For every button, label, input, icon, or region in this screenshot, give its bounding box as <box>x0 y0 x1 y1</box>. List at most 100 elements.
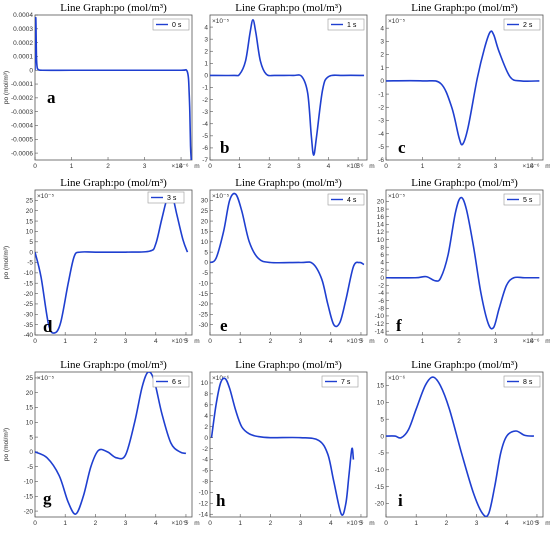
panel-title: Line Graph:po (mol/m³) <box>411 177 518 189</box>
x-tick-label: 1 <box>63 520 67 527</box>
y-tick-label: -4 <box>202 457 208 464</box>
x-tick-label: 2 <box>269 338 273 345</box>
y-tick-label: -0.0001 <box>11 81 33 88</box>
x-unit-label: m <box>194 520 199 527</box>
y-tick-label: -10 <box>24 479 34 486</box>
legend-label: 1 s <box>347 22 357 29</box>
x-unit-label: m <box>194 338 199 345</box>
x-unit-label: m <box>369 163 374 170</box>
legend-label: 5 s <box>523 197 533 204</box>
y-tick-label: -15 <box>199 291 209 298</box>
panel-title: Line Graph:po (mol/m³) <box>411 2 518 14</box>
x-tick-label: 4 <box>329 338 333 345</box>
y-tick-label: -8 <box>202 479 208 486</box>
series-line <box>386 376 534 517</box>
x-tick-label: 0 <box>33 163 37 170</box>
panel-letter: b <box>220 138 229 157</box>
x-tick-label: 0 <box>208 520 212 527</box>
legend-label: 6 s <box>172 379 182 386</box>
y-tick-label: 20 <box>377 199 385 206</box>
y-tick-label: 12 <box>377 229 385 236</box>
panel-d: Line Graph:po (mol/m³)2520151050-5-10-15… <box>3 177 200 345</box>
x-tick-label: 5 <box>356 163 360 170</box>
panel-title: Line Graph:po (mol/m³) <box>235 359 342 371</box>
series-line <box>210 19 365 156</box>
legend-box <box>327 193 365 206</box>
x-tick-label: 4 <box>530 338 534 345</box>
y-tick-label: -14 <box>199 511 209 518</box>
y-tick-label: 5 <box>29 434 33 441</box>
y-tick-label: 0 <box>204 260 208 267</box>
x-tick-label: 4 <box>505 520 509 527</box>
y-tick-label: -0.0002 <box>11 95 33 102</box>
y-tick-label: -20 <box>199 301 209 308</box>
y-scale-label: ×10⁻⁵ <box>212 18 229 25</box>
x-tick-label: 5 <box>359 338 363 345</box>
series-line <box>35 16 192 160</box>
legend-label: 0 s <box>172 22 182 29</box>
series-line <box>210 192 365 328</box>
y-tick-label: -1 <box>378 91 384 98</box>
x-tick-label: 1 <box>238 163 242 170</box>
y-tick-label: 25 <box>201 208 209 215</box>
y-tick-label: -20 <box>24 508 34 515</box>
x-tick-label: 2 <box>106 163 110 170</box>
x-scale-label: ×10⁻⁶ <box>522 163 539 170</box>
y-tick-label: -8 <box>378 305 384 312</box>
x-tick-label: 3 <box>143 163 147 170</box>
x-tick-label: 3 <box>494 163 498 170</box>
legend-box <box>327 18 365 31</box>
legend-box <box>152 375 190 388</box>
y-tick-label: 2 <box>204 48 208 55</box>
y-tick-label: -5 <box>202 270 208 277</box>
x-unit-label: m <box>545 520 550 527</box>
y-tick-label: -5 <box>27 464 33 471</box>
legend-label: 3 s <box>167 195 177 202</box>
y-tick-label: -12 <box>375 321 385 328</box>
plot-area <box>209 371 368 518</box>
y-tick-label: 4 <box>204 413 208 420</box>
panel-h: Line Graph:po (mol/m³)1086420-2-4-6-8-10… <box>199 359 375 527</box>
y-scale-label: ×10⁻⁵ <box>388 18 405 25</box>
panel-letter: e <box>220 316 228 335</box>
x-tick-label: 3 <box>124 520 128 527</box>
x-tick-label: 3 <box>475 520 479 527</box>
panel-i: Line Graph:po (mol/m³)151050-5-10-15-200… <box>375 359 550 527</box>
y-tick-label: 0 <box>380 433 384 440</box>
plot-area <box>34 189 193 336</box>
y-scale-label: ×10⁻⁶ <box>212 375 229 382</box>
y-tick-label: -12 <box>199 501 209 508</box>
y-tick-label: -35 <box>24 322 34 329</box>
panel-title: Line Graph:po (mol/m³) <box>60 359 167 371</box>
panel-title: Line Graph:po (mol/m³) <box>60 2 167 14</box>
plot-area <box>209 189 368 336</box>
y-tick-label: 1 <box>380 65 384 72</box>
y-scale-label: ×10⁻⁵ <box>37 193 54 200</box>
y-tick-label: 0.0001 <box>13 54 33 61</box>
y-axis-label: po (mol/m³) <box>3 246 10 279</box>
y-tick-label: 15 <box>377 383 385 390</box>
x-scale-label: ×10⁻⁶ <box>171 520 188 527</box>
y-tick-label: -40 <box>24 332 34 339</box>
y-tick-label: -5 <box>27 260 33 267</box>
x-tick-label: 2 <box>445 520 449 527</box>
y-tick-label: 4 <box>380 260 384 267</box>
y-tick-label: -20 <box>375 501 385 508</box>
x-scale-label: ×10⁻⁶ <box>171 338 188 345</box>
y-tick-label: -6 <box>202 468 208 475</box>
plot-area <box>34 14 193 161</box>
y-tick-label: -10 <box>199 280 209 287</box>
y-tick-label: 25 <box>26 198 34 205</box>
plot-area <box>385 189 544 336</box>
y-tick-label: 5 <box>204 249 208 256</box>
y-tick-label: -10 <box>199 490 209 497</box>
x-tick-label: 4 <box>154 520 158 527</box>
y-tick-label: 15 <box>201 229 209 236</box>
x-tick-label: 3 <box>299 338 303 345</box>
y-tick-label: -30 <box>24 311 34 318</box>
panel-title: Line Graph:po (mol/m³) <box>60 177 167 189</box>
x-tick-label: 1 <box>414 520 418 527</box>
y-tick-label: -0.0005 <box>11 136 33 143</box>
x-tick-label: 2 <box>457 338 461 345</box>
legend-box <box>147 191 185 204</box>
